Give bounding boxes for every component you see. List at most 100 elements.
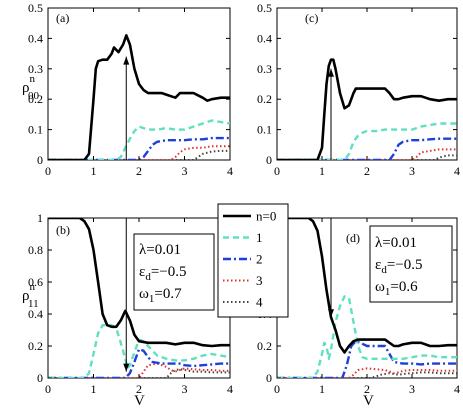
series-line-n3 xyxy=(277,367,457,378)
legend: n=0 1 2 3 4 xyxy=(217,203,289,318)
y-tick-label: 0 xyxy=(266,153,272,167)
arrow-layer xyxy=(328,218,334,318)
panel-label-c: (c) xyxy=(305,11,318,25)
y-tick-label: 0.4 xyxy=(257,31,272,45)
series-line-n3 xyxy=(48,362,230,378)
params-box-b: λ=0.01 εd=−0.5 ω1=0.7 xyxy=(133,233,215,311)
x-tick-label: 0 xyxy=(45,382,51,396)
legend-label-n4: 4 xyxy=(256,295,263,310)
series-layer xyxy=(48,218,230,378)
x-tick-label: 4 xyxy=(227,382,233,396)
y-tick-label: 0.2 xyxy=(28,339,43,353)
x-tick-label: 4 xyxy=(227,164,233,178)
arrow-layer xyxy=(123,56,130,160)
series-line-n0 xyxy=(277,58,457,160)
x-tick-label: 1 xyxy=(91,382,97,396)
y-tick-label: 0 xyxy=(266,371,272,385)
arrow-layer xyxy=(328,68,334,160)
x-tick-label: 3 xyxy=(409,382,415,396)
y-tick-label: 1 xyxy=(37,211,43,225)
x-tick-label: 1 xyxy=(319,164,325,178)
y-tick-label: 0.2 xyxy=(28,92,43,106)
x-tick-label: 2 xyxy=(364,164,370,178)
y-axis-label-a: ρn 00 xyxy=(22,73,40,102)
series-line-n4 xyxy=(48,149,230,160)
y-tick-label: 0.3 xyxy=(257,62,272,76)
series-line-n1 xyxy=(48,324,230,378)
series-line-n2 xyxy=(48,348,230,378)
panel-label-d: (d) xyxy=(346,231,360,245)
arrow-head xyxy=(123,363,130,372)
y-tick-label: 0.5 xyxy=(28,1,43,15)
param-omega: ω1=0.6 xyxy=(375,279,418,298)
x-tick-label: 0 xyxy=(274,164,280,178)
param-epsilon: εd=−0.5 xyxy=(375,257,422,276)
y-tick-label: 0.2 xyxy=(257,339,272,353)
y-tick-label: 0.1 xyxy=(28,123,43,137)
y-tick-label: 0.8 xyxy=(28,243,43,257)
series-line-n1 xyxy=(277,122,457,160)
y-tick-label: 0.4 xyxy=(28,31,43,45)
series-layer xyxy=(277,58,457,160)
legend-label-n0: n=0 xyxy=(256,209,276,224)
x-axis-label-b: V xyxy=(134,393,145,409)
arrow-head xyxy=(123,56,130,65)
legend-label-n1: 1 xyxy=(256,230,263,245)
y-axis-label-b: ρn 11 xyxy=(22,281,39,310)
arrow-head xyxy=(328,309,334,318)
arrow-head xyxy=(328,68,334,77)
tick-layer: 0 1 2 3 4 0 0.1 0.2 0.3 0.4 0.5 xyxy=(28,1,233,178)
series-line-n4 xyxy=(277,154,457,160)
y-tick-label: 0 xyxy=(37,153,43,167)
x-tick-label: 3 xyxy=(182,164,188,178)
y-tick-label: 0.5 xyxy=(257,1,272,15)
x-tick-label: 1 xyxy=(91,164,97,178)
x-tick-label: 2 xyxy=(136,382,142,396)
x-tick-label: 1 xyxy=(319,382,325,396)
series-layer xyxy=(277,218,457,378)
params-frame xyxy=(369,225,453,303)
x-tick-label: 3 xyxy=(409,164,415,178)
series-line-n0 xyxy=(277,218,457,354)
panel-a: 0 1 2 3 4 0 0.1 0.2 0.3 0.4 0.5 (a) ρn 00 xyxy=(22,1,233,178)
y-tick-label: 0.3 xyxy=(28,62,43,76)
plot-frame xyxy=(276,7,458,161)
y-tick-label: 0 xyxy=(37,371,43,385)
param-lambda: λ=0.01 xyxy=(139,242,181,258)
panel-label-b: (b) xyxy=(56,223,70,237)
series-line-n1 xyxy=(48,119,230,160)
x-tick-label: 2 xyxy=(364,382,370,396)
x-tick-label: 3 xyxy=(182,382,188,396)
y-tick-label: 0.2 xyxy=(257,92,272,106)
x-tick-label: 2 xyxy=(136,164,142,178)
x-tick-label: 4 xyxy=(454,164,460,178)
legend-items: n=0 1 2 3 4 xyxy=(223,209,276,310)
series-line-n2 xyxy=(48,136,230,160)
x-tick-label: 0 xyxy=(45,164,51,178)
series-line-n2 xyxy=(277,137,457,160)
series-line-n2 xyxy=(277,340,457,378)
y-tick-label: 0.6 xyxy=(28,275,43,289)
series-line-n0 xyxy=(48,218,230,348)
param-lambda: λ=0.01 xyxy=(375,235,417,251)
tick-layer: 0 1 2 3 4 0 0.1 0.2 0.3 0.4 0.5 xyxy=(257,1,460,178)
params-frame xyxy=(133,233,215,311)
legend-label-n3: 3 xyxy=(256,273,263,288)
series-line-n4 xyxy=(277,371,457,378)
legend-label-n2: 2 xyxy=(256,252,263,267)
series-line-n3 xyxy=(277,148,457,160)
panel-label-a: (a) xyxy=(56,11,69,25)
arrow-layer xyxy=(123,218,130,372)
x-tick-label: 4 xyxy=(454,382,460,396)
y-tick-label: 0.4 xyxy=(28,307,43,321)
series-line-n1 xyxy=(277,295,457,378)
panel-c: 0 1 2 3 4 0 0.1 0.2 0.3 0.4 0.5 (c) xyxy=(257,1,460,178)
params-box-d: λ=0.01 εd=−0.5 ω1=0.6 xyxy=(369,225,453,303)
series-line-n3 xyxy=(48,145,230,160)
y-tick-label: 0.1 xyxy=(257,123,272,137)
series-line-n0 xyxy=(48,34,230,160)
legend-frame xyxy=(217,203,289,318)
panel-b: 0 1 2 3 4 0 0.2 0.4 0.6 0.8 1 (b) ρn 11 V λ=0.01 εd… xyxy=(22,211,233,409)
